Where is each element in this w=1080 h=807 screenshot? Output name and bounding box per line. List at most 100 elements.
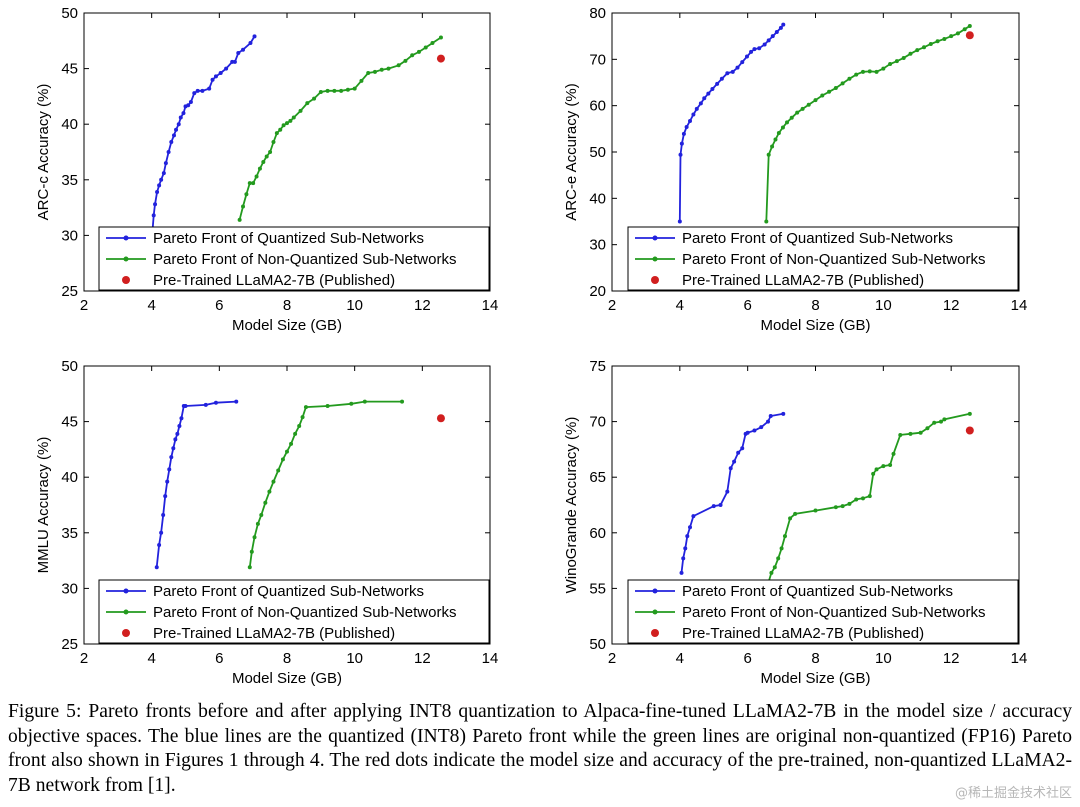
pretrained-point	[436, 414, 445, 423]
series-marker	[691, 112, 696, 117]
y-tick-label: 25	[61, 283, 78, 300]
plot-frame	[83, 12, 491, 292]
series-marker	[312, 96, 317, 101]
series-marker	[195, 88, 200, 93]
x-tick-label: 4	[676, 297, 684, 314]
series-marker	[967, 411, 972, 416]
x-tick-label: 10	[875, 297, 892, 314]
legend-point-swatch	[122, 276, 130, 284]
series-marker	[303, 405, 308, 410]
series-marker	[232, 59, 237, 64]
legend-marker-swatch	[652, 235, 658, 241]
series-marker	[210, 77, 215, 82]
series-marker	[254, 174, 259, 179]
series-group	[677, 22, 974, 224]
pretrained-point	[436, 54, 445, 63]
series-marker	[788, 516, 793, 521]
series-marker	[257, 166, 262, 171]
series-marker	[325, 404, 330, 409]
series-marker	[854, 72, 859, 77]
legend-box	[627, 579, 1019, 644]
x-tick-label: 6	[215, 297, 223, 314]
series-marker	[706, 91, 711, 96]
series-marker	[252, 34, 257, 39]
series-marker	[281, 123, 286, 128]
series-marker	[677, 219, 682, 224]
series-marker	[159, 530, 164, 535]
series-marker	[776, 556, 781, 561]
series-marker	[881, 464, 886, 469]
series-marker	[192, 91, 197, 96]
series-marker	[898, 432, 903, 437]
series-marker	[732, 459, 737, 464]
series-line	[767, 412, 970, 585]
series-marker	[252, 535, 257, 540]
series-marker	[163, 161, 168, 166]
series-marker	[681, 556, 686, 561]
series-marker	[925, 426, 930, 431]
series-marker	[774, 29, 779, 34]
series-marker	[271, 139, 276, 144]
series-marker	[430, 41, 435, 46]
x-tick-label: 6	[743, 297, 751, 314]
series-marker	[691, 514, 696, 519]
series-marker	[416, 49, 421, 54]
x-tick-label: 8	[811, 650, 819, 667]
series-marker	[175, 431, 180, 436]
series-marker	[766, 38, 771, 43]
series-marker	[694, 106, 699, 111]
legend-label: Pareto Front of Quantized Sub-Networks	[682, 583, 953, 600]
series-marker	[174, 127, 179, 132]
series-marker	[827, 89, 832, 94]
legend-label: Pareto Front of Quantized Sub-Networks	[153, 583, 424, 600]
series-marker	[213, 74, 218, 79]
series-marker	[770, 34, 775, 39]
legend-box	[98, 226, 490, 291]
legend-marker-swatch	[123, 588, 129, 594]
x-tick-label: 2	[608, 650, 616, 667]
plot-frame	[611, 365, 1020, 645]
series-marker	[908, 51, 913, 56]
plot-frame	[611, 12, 1020, 292]
series-marker	[400, 399, 405, 404]
x-tick-label: 6	[215, 650, 223, 667]
y-tick-label: 30	[61, 227, 78, 244]
series-marker	[396, 63, 401, 68]
series-marker	[678, 152, 683, 157]
series-marker	[403, 58, 408, 63]
series-marker	[782, 534, 787, 539]
y-tick-label: 40	[61, 116, 78, 133]
series-marker	[325, 88, 330, 93]
series-marker	[759, 425, 764, 430]
series-marker	[251, 181, 256, 186]
series-marker	[285, 121, 289, 126]
series-marker	[200, 88, 205, 93]
series-marker	[683, 546, 688, 551]
y-tick-label: 30	[61, 580, 78, 597]
series-marker	[764, 219, 769, 224]
series-marker	[684, 124, 689, 129]
series-marker	[955, 31, 960, 36]
x-axis-label: Model Size (GB)	[232, 670, 342, 687]
series-marker	[773, 137, 778, 142]
series-marker	[288, 118, 293, 123]
legend-marker-swatch	[123, 256, 129, 262]
series-marker	[780, 125, 785, 130]
series-marker	[362, 399, 367, 404]
series-marker	[300, 415, 305, 420]
series-marker	[779, 546, 784, 551]
x-tick-label: 14	[482, 297, 499, 314]
series-marker	[264, 154, 269, 159]
series-marker	[169, 455, 174, 460]
legend-label: Pre-Trained LLaMA2-7B (Published)	[153, 625, 395, 642]
series-marker	[181, 111, 186, 116]
x-tick-label: 12	[943, 650, 960, 667]
plot-frame	[83, 365, 491, 645]
x-tick-label: 10	[875, 650, 892, 667]
series-marker	[772, 565, 777, 570]
series-marker	[840, 81, 845, 86]
series-marker	[274, 131, 279, 136]
legend-box	[98, 579, 490, 644]
legend-label: Pareto Front of Non-Quantized Sub-Networ…	[682, 604, 985, 621]
y-axis-label: ARC-e Accuracy (%)	[563, 83, 580, 221]
